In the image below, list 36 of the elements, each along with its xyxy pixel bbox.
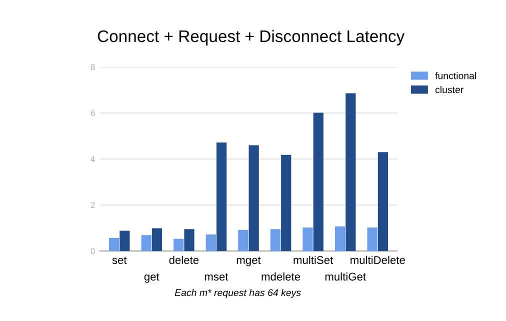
- bar: [313, 112, 324, 251]
- y-tick-label: 8: [90, 64, 95, 70]
- bar: [378, 152, 388, 251]
- bar: [216, 142, 227, 251]
- y-tick-label: 6: [90, 110, 95, 116]
- legend-label: cluster: [435, 86, 464, 94]
- bar: [346, 93, 356, 251]
- bar: [270, 229, 281, 251]
- bar: [141, 235, 152, 251]
- bar: [152, 228, 162, 251]
- x-tick-label: mset: [204, 273, 228, 281]
- y-tick-label: 4: [90, 156, 95, 162]
- bar: [334, 226, 346, 251]
- bar: [238, 230, 248, 251]
- bar: [108, 238, 120, 251]
- bar: [174, 238, 184, 251]
- x-tick-label: multiDelete: [350, 256, 405, 264]
- chart-title: Connect + Request + Disconnect Latency: [98, 30, 405, 46]
- x-tick-label: get: [144, 273, 160, 283]
- text: Each m* request has 64 keys: [174, 288, 301, 298]
- bar: [120, 230, 130, 251]
- bar: [206, 234, 216, 251]
- x-tick-label: mdelete: [262, 272, 300, 281]
- x-tick-label: mget: [236, 256, 261, 266]
- legend-label: functional: [435, 72, 476, 80]
- y-tick-label: 0: [90, 248, 95, 254]
- x-tick-label: delete: [169, 256, 199, 264]
- y-tick-label: 2: [90, 202, 95, 208]
- bar: [302, 228, 313, 251]
- bar: [367, 228, 378, 251]
- x-tick-label: set: [112, 256, 127, 264]
- bar: [248, 145, 259, 251]
- x-tick-label: multiSet: [294, 256, 334, 264]
- x-tick-label: multiGet: [325, 272, 366, 281]
- bar: [281, 154, 292, 251]
- bar: [184, 229, 194, 251]
